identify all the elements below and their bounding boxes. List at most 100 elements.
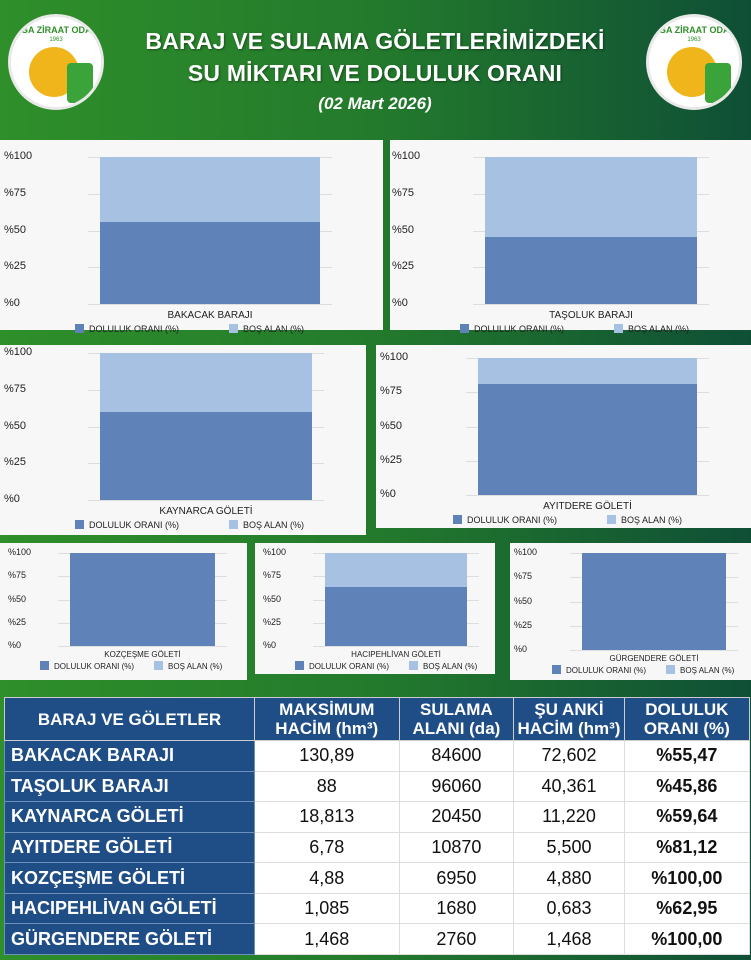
y-tick-label: %100 bbox=[392, 150, 421, 162]
legend-item: BOŞ ALAN (%) bbox=[229, 520, 304, 530]
y-tick-label: %100 bbox=[380, 351, 409, 363]
current-volume-cell: 72,602 bbox=[513, 740, 625, 772]
legend-item: DOLULUK ORANI (%) bbox=[75, 520, 179, 530]
legend-swatch bbox=[460, 324, 469, 333]
legend-item: BOŞ ALAN (%) bbox=[666, 665, 734, 675]
legend-item: DOLULUK ORANI (%) bbox=[75, 324, 179, 334]
y-tick-label: %0 bbox=[514, 644, 528, 654]
column-header: BARAJ VE GÖLETLER bbox=[4, 697, 255, 741]
table-header-row: BARAJ VE GÖLETLER MAKSİMUM HACİM (hm³) SUL… bbox=[4, 697, 751, 741]
y-tick-label: %50 bbox=[4, 223, 27, 236]
legend-swatch bbox=[666, 665, 676, 674]
irrigation-area-cell: 20450 bbox=[398, 801, 515, 833]
gridline bbox=[58, 646, 227, 647]
fill-rate-cell: %100,00 bbox=[623, 862, 751, 894]
legend-swatch bbox=[552, 665, 561, 674]
current-volume-cell: 5,500 bbox=[513, 831, 625, 864]
y-tick-label: %75 bbox=[392, 186, 415, 199]
chart-ayitdere-go-leti: %100 %75 %50 %25 %0 AYITDERE GÖLETİ DOLULUK OR… bbox=[376, 345, 751, 528]
max-volume-cell: 130,89 bbox=[254, 740, 400, 772]
name-cell: KAYNARCA GÖLETİ bbox=[4, 801, 255, 833]
legend-label: DOLULUK ORANI (%) bbox=[309, 662, 390, 671]
y-tick-label: %25 bbox=[263, 616, 282, 627]
y-tick-label: %50 bbox=[263, 593, 282, 604]
legend-item: BOŞ ALAN (%) bbox=[229, 324, 304, 334]
y-tick-label: %50 bbox=[514, 595, 533, 606]
irrigation-area-cell: 10870 bbox=[398, 831, 515, 864]
max-volume-cell: 6,78 bbox=[254, 831, 400, 864]
title-line-1: BARAJ VE SULAMA GÖLETLERİMİZDEKİ bbox=[145, 28, 605, 54]
column-header: ŞU ANKİ HACİM (hm³) bbox=[513, 697, 625, 741]
biga-ziraat-odasi-logo-left: BİGA ZİRAAT ODASI 1963 bbox=[8, 14, 104, 110]
legend: DOLULUK ORANI (%) BOŞ ALAN (%) bbox=[40, 661, 222, 671]
bar-segment-filled bbox=[70, 553, 215, 646]
table-row: BAKACAK BARAJI 130,89 84600 72,602 %55,47 bbox=[4, 740, 751, 772]
legend-item: BOŞ ALAN (%) bbox=[614, 324, 689, 334]
irrigation-area-cell: 6950 bbox=[398, 862, 515, 894]
legend-label: DOLULUK ORANI (%) bbox=[89, 324, 180, 334]
column-header: SULAMA ALANI (da) bbox=[398, 697, 515, 741]
gridline bbox=[88, 500, 324, 501]
legend-item: DOLULUK ORANI (%) bbox=[295, 661, 389, 671]
legend-swatch bbox=[75, 520, 84, 529]
bar-segment-empty bbox=[100, 353, 312, 413]
legend: DOLULUK ORANI (%) BOŞ ALAN (%) bbox=[75, 520, 304, 530]
bar-segment-filled bbox=[100, 412, 312, 500]
max-volume-cell: 1,085 bbox=[254, 892, 400, 925]
fill-rate-cell: %81,12 bbox=[623, 831, 751, 864]
legend-label: BOŞ ALAN (%) bbox=[168, 662, 223, 671]
column-header: DOLULUK ORANI (%) bbox=[623, 697, 751, 741]
current-volume-cell: 0,683 bbox=[513, 892, 625, 925]
legend-swatch bbox=[607, 515, 617, 524]
y-tick-label: %75 bbox=[4, 382, 27, 395]
legend-label: BOŞ ALAN (%) bbox=[680, 666, 735, 675]
name-cell: HACIPEHLİVAN GÖLETİ bbox=[4, 892, 255, 925]
legend-item: DOLULUK ORANI (%) bbox=[460, 324, 564, 334]
y-tick-label: %100 bbox=[514, 547, 538, 557]
logo-year: 1963 bbox=[49, 37, 63, 43]
current-volume-cell: 1,468 bbox=[513, 923, 625, 955]
y-tick-label: %0 bbox=[263, 640, 277, 650]
max-volume-cell: 4,88 bbox=[254, 862, 400, 894]
legend-label: DOLULUK ORANI (%) bbox=[566, 666, 647, 675]
y-tick-label: %75 bbox=[8, 570, 27, 581]
bar-segment-filled bbox=[485, 236, 697, 304]
y-tick-label: %0 bbox=[4, 297, 20, 309]
chart-hacipehli-van-go-leti: %100 %75 %50 %25 %0 HACIPEHLİVAN GÖLETİ DOLULU… bbox=[255, 543, 495, 674]
y-tick-label: %25 bbox=[514, 619, 533, 630]
chart-bakacak-baraji: %100 %75 %50 %25 %0 BAKACAK BARAJI DOLULUK ORA… bbox=[0, 140, 383, 334]
category-label: GÜRGENDERE GÖLETİ bbox=[609, 654, 699, 663]
bar-segment-filled bbox=[100, 222, 320, 304]
current-volume-cell: 4,880 bbox=[513, 862, 625, 894]
fill-rate-cell: %55,47 bbox=[623, 740, 751, 772]
y-tick-label: %0 bbox=[392, 297, 408, 309]
max-volume-cell: 18,813 bbox=[254, 801, 400, 833]
legend-label: DOLULUK ORANI (%) bbox=[474, 324, 565, 334]
name-cell: AYITDERE GÖLETİ bbox=[4, 831, 255, 864]
legend-swatch bbox=[229, 324, 239, 333]
legend-item: DOLULUK ORANI (%) bbox=[40, 661, 134, 671]
name-cell: TAŞOLUK BARAJI bbox=[4, 770, 255, 803]
fill-rate-cell: %45,86 bbox=[623, 770, 751, 803]
y-tick-label: %100 bbox=[8, 547, 32, 557]
legend-label: BOŞ ALAN (%) bbox=[621, 515, 683, 525]
bar-segment-empty bbox=[478, 358, 697, 384]
legend-label: DOLULUK ORANI (%) bbox=[89, 520, 180, 530]
legend-swatch bbox=[154, 661, 164, 670]
name-cell: GÜRGENDERE GÖLETİ bbox=[4, 923, 255, 955]
legend: DOLULUK ORANI (%) BOŞ ALAN (%) bbox=[552, 665, 734, 675]
column-header: MAKSİMUM HACİM (hm³) bbox=[254, 697, 400, 741]
legend-item: DOLULUK ORANI (%) bbox=[552, 665, 646, 675]
category-label: HACIPEHLİVAN GÖLETİ bbox=[351, 650, 441, 659]
y-tick-label: %100 bbox=[4, 346, 33, 358]
y-tick-label: %100 bbox=[4, 150, 33, 162]
report-date: (02 Mart 2026) bbox=[318, 94, 432, 113]
legend-item: BOŞ ALAN (%) bbox=[409, 661, 477, 671]
logo-year: 1963 bbox=[687, 37, 701, 43]
gridline bbox=[570, 650, 738, 651]
legend-swatch bbox=[409, 661, 419, 670]
y-tick-label: %50 bbox=[4, 419, 27, 432]
irrigation-area-cell: 84600 bbox=[398, 740, 515, 772]
biga-ziraat-odasi-logo-right: BİGA ZİRAAT ODASI 1963 bbox=[646, 14, 742, 110]
legend-label: BOŞ ALAN (%) bbox=[243, 324, 305, 334]
